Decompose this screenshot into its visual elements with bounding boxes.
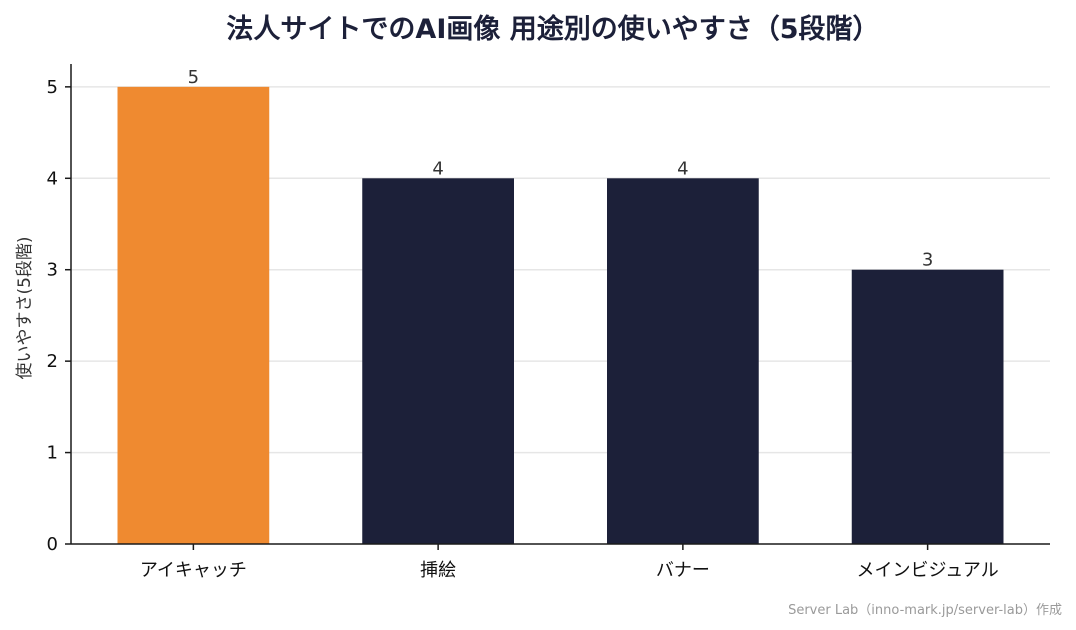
y-tick-label: 5	[47, 77, 58, 98]
x-tick-label: 挿絵	[420, 560, 456, 581]
data-labels-group: 5 4 4 3	[188, 67, 934, 271]
y-tick-label: 2	[47, 351, 58, 372]
x-tick-label: メインビジュアル	[857, 560, 999, 581]
x-tick-label: アイキャッチ	[140, 560, 247, 581]
data-label: 5	[188, 67, 199, 88]
bar-2	[362, 178, 514, 545]
y-axis-ticks: 0 1 2 3 4 5	[47, 77, 71, 555]
x-tick-label: バナー	[656, 560, 710, 581]
chart-title: 法人サイトでのAI画像 用途別の使いやすさ（5段階）	[226, 13, 879, 45]
x-axis-ticks: アイキャッチ 挿絵 バナー メインビジュアル	[140, 544, 999, 581]
data-label: 3	[922, 250, 933, 271]
y-tick-label: 3	[47, 260, 58, 281]
y-tick-label: 4	[47, 168, 58, 189]
data-label: 4	[677, 158, 688, 179]
bar-3	[607, 178, 759, 545]
data-label: 4	[432, 158, 443, 179]
y-axis-label: 使いやすさ(5段階)	[14, 236, 35, 379]
bar-1	[117, 86, 270, 544]
bar-4	[851, 269, 1004, 544]
y-tick-label: 1	[47, 443, 58, 464]
credit-text: Server Lab（inno-mark.jp/server-lab）作成	[788, 603, 1062, 618]
bars-group	[117, 86, 1004, 545]
y-tick-label: 0	[47, 534, 58, 555]
